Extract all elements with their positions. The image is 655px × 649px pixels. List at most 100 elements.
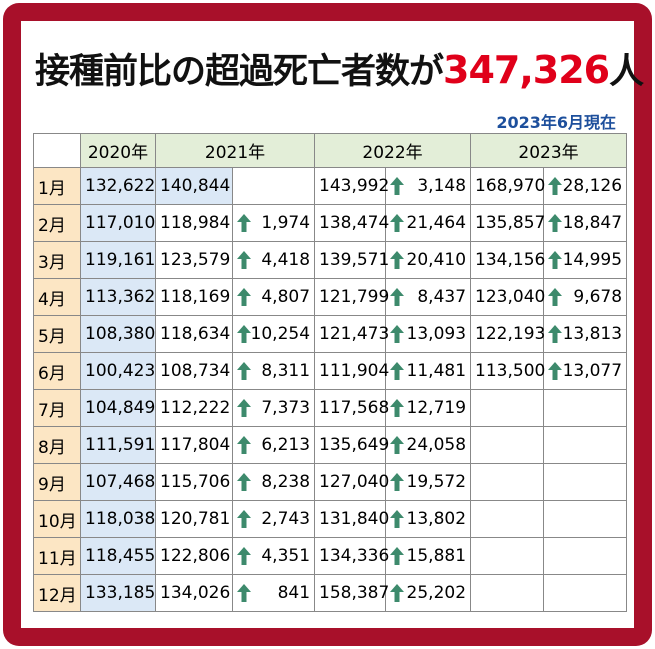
table-row: 11月 118,455 122,806 4,351 134,336 15,881 — [33, 537, 628, 575]
month-cell: 11月 — [33, 537, 81, 575]
value-cell — [470, 463, 545, 501]
month-cell: 2月 — [33, 204, 81, 242]
data-table: 2020年 2021年 2022年 2023年 1月 132,622 140,844 143… — [33, 133, 628, 612]
value-cell: 118,038 — [80, 500, 156, 538]
month-cell: 12月 — [33, 574, 81, 612]
table-row: 6月 100,423 108,734 8,311 111,904 11,481 113,50… — [33, 352, 628, 390]
value-cell: 143,992 — [314, 167, 389, 205]
value-cell: 113,362 — [80, 278, 156, 316]
up-arrow — [390, 251, 405, 269]
up-arrow — [390, 214, 405, 232]
month-cell: 8月 — [33, 426, 81, 464]
table-row: 2月 117,010 118,984 1,974 138,474 21,464 135,85… — [33, 204, 628, 242]
value-cell: 122,193 — [470, 315, 545, 353]
subtitle: 2023年6月現在 — [496, 113, 616, 132]
up-arrow — [237, 325, 251, 343]
title-prefix: 接種前比の超過死亡者数が — [35, 52, 444, 92]
year-header: 2023年 — [470, 133, 628, 168]
diff-cell: 21,464 — [385, 204, 472, 242]
diff-cell: 3,148 — [385, 167, 472, 205]
value-cell: 134,026 — [155, 574, 233, 612]
up-arrow — [237, 288, 251, 306]
title-number: 347,326 — [443, 48, 610, 92]
table-row: 1月 132,622 140,844 143,992 3,148 168,970 28,12… — [33, 167, 628, 205]
value-cell — [470, 537, 545, 575]
value-cell: 100,423 — [80, 352, 156, 390]
value-cell: 113,500 — [470, 352, 545, 390]
diff-cell — [543, 426, 628, 464]
diff-cell: 15,881 — [385, 537, 472, 575]
value-cell: 107,468 — [80, 463, 156, 501]
title-suffix: 人 — [609, 52, 644, 92]
up-arrow — [237, 399, 251, 417]
diff-cell: 1,974 — [231, 204, 316, 242]
up-arrow — [237, 584, 251, 602]
up-arrow — [548, 214, 563, 232]
diff-cell: 28,126 — [543, 167, 628, 205]
value-cell: 119,161 — [80, 241, 156, 279]
value-cell: 104,849 — [80, 389, 156, 427]
diff-cell: 18,847 — [543, 204, 628, 242]
up-arrow — [390, 325, 405, 343]
value-cell: 120,781 — [155, 500, 233, 538]
month-cell: 6月 — [33, 352, 81, 390]
diff-cell: 8,238 — [231, 463, 316, 501]
year-header: 2020年 — [80, 133, 156, 168]
diff-cell: 25,202 — [385, 574, 472, 612]
value-cell: 118,634 — [155, 315, 233, 353]
up-arrow — [548, 177, 563, 195]
diff-cell: 10,254 — [231, 315, 316, 353]
value-cell: 117,010 — [80, 204, 156, 242]
value-cell: 135,857 — [470, 204, 545, 242]
month-cell: 9月 — [33, 463, 81, 501]
up-arrow — [237, 547, 251, 565]
year-header: 2021年 — [154, 133, 316, 168]
diff-cell: 24,058 — [385, 426, 472, 464]
diff-cell: 13,813 — [543, 315, 628, 353]
value-cell — [470, 426, 545, 464]
up-arrow — [390, 362, 405, 380]
frame: 接種前比の超過死亡者数が347,326人 2023年6月現在 2020年 2021… — [3, 3, 652, 646]
month-cell: 3月 — [33, 241, 81, 279]
diff-cell — [543, 463, 628, 501]
diff-cell: 12,719 — [385, 389, 472, 427]
value-cell: 118,169 — [155, 278, 233, 316]
month-cell: 10月 — [33, 500, 81, 538]
diff-cell: 20,410 — [385, 241, 472, 279]
up-arrow — [237, 436, 251, 454]
value-cell: 168,970 — [470, 167, 545, 205]
up-arrow — [237, 510, 251, 528]
month-cell: 7月 — [33, 389, 81, 427]
up-arrow — [390, 436, 405, 454]
up-arrow — [390, 177, 405, 195]
table-row: 12月 133,185 134,026 841 158,387 25,202 — [33, 574, 628, 612]
table-body: 1月 132,622 140,844 143,992 3,148 168,970 28,12… — [33, 167, 628, 612]
value-cell — [470, 574, 545, 612]
blank-header — [33, 133, 81, 168]
value-cell — [470, 500, 545, 538]
table-row: 8月 111,591 117,804 6,213 135,649 24,058 — [33, 426, 628, 464]
value-cell: 117,568 — [314, 389, 389, 427]
diff-cell: 9,678 — [543, 278, 628, 316]
value-cell: 121,473 — [314, 315, 389, 353]
value-cell: 121,799 — [314, 278, 389, 316]
up-arrow — [390, 473, 405, 491]
up-arrow — [548, 288, 563, 306]
value-cell: 112,222 — [155, 389, 233, 427]
value-cell: 108,734 — [155, 352, 233, 390]
value-cell: 158,387 — [314, 574, 389, 612]
value-cell: 108,380 — [80, 315, 156, 353]
up-arrow — [548, 362, 563, 380]
year-header: 2022年 — [314, 133, 472, 168]
value-cell: 117,804 — [155, 426, 233, 464]
value-cell: 132,622 — [80, 167, 156, 205]
diff-cell: 6,213 — [231, 426, 316, 464]
up-arrow — [237, 214, 251, 232]
diff-cell: 13,077 — [543, 352, 628, 390]
value-cell: 123,579 — [155, 241, 233, 279]
value-cell: 123,040 — [470, 278, 545, 316]
up-arrow — [548, 325, 563, 343]
diff-cell: 2,743 — [231, 500, 316, 538]
table-row: 5月 108,380 118,634 10,254 121,473 13,093 122,1… — [33, 315, 628, 353]
